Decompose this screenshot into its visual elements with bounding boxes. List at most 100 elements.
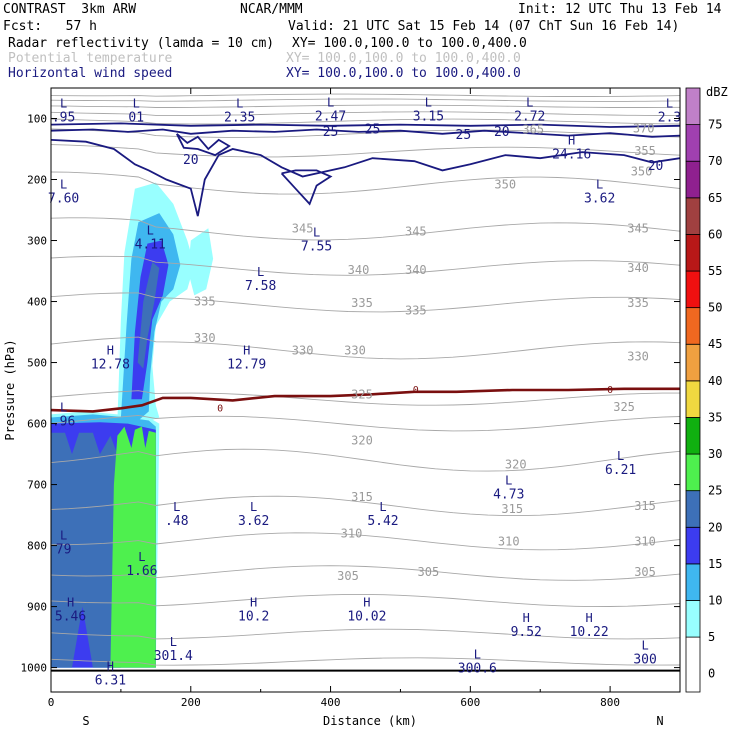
colorbar-swatch [685, 197, 701, 235]
theta-contour-label: 315 [501, 502, 523, 516]
colorbar-label: 25 [708, 484, 722, 498]
extremum-value: 2.47 [315, 109, 346, 124]
theta-contour-label: 340 [405, 263, 427, 277]
theta-contour [51, 628, 680, 640]
extremum-value: 6.21 [605, 463, 636, 478]
extremum-letter: H [67, 596, 74, 610]
theta-contour [51, 104, 680, 108]
field-xy-reflectivity: XY= 100.0,100.0 to 100.0,400.0 [292, 36, 527, 51]
theta-contour [51, 565, 680, 581]
colorbar-label: 60 [708, 227, 722, 241]
theta-contour-label: 315 [351, 490, 373, 504]
theta-contour-label: 325 [613, 400, 635, 414]
theta-contour [51, 390, 680, 406]
theta-contour-label: 330 [627, 349, 649, 363]
theta-contour-label: 340 [348, 263, 370, 277]
x-tick-label: 600 [460, 696, 480, 709]
extremum-value: 4.73 [493, 488, 524, 503]
theta-contour [51, 448, 680, 472]
extremum-letter: H [250, 596, 257, 610]
theta-contour-label: 315 [634, 499, 656, 513]
x-tick-label: 400 [321, 696, 341, 709]
extremum-letter: H [523, 611, 530, 625]
freezing-level-line [51, 387, 680, 413]
extremum-value: 12.79 [227, 358, 266, 373]
extremum-letter: H [107, 344, 114, 358]
extremum-letter: L [313, 225, 320, 239]
colorbar-swatch [685, 343, 701, 382]
freezing-level-label: 0 [607, 385, 613, 396]
theta-contour-label: 350 [631, 165, 653, 179]
extremum-value: 10.02 [347, 610, 386, 625]
theta-contour-label: 320 [351, 434, 373, 448]
theta-contour-label: 305 [337, 569, 359, 583]
colorbar-swatch [685, 124, 701, 162]
colorbar-swatch [685, 563, 701, 601]
x-tick-label: 200 [181, 696, 201, 709]
theta-contour-label: 355 [634, 144, 656, 158]
theta-contour [51, 255, 680, 276]
field-name-reflectivity: Radar reflectivity (lamda = 10 cm) [8, 36, 275, 51]
extremum-value: 6.31 [95, 674, 126, 689]
theta-contour [51, 111, 680, 116]
model-title: CONTRAST 3km ARW [3, 2, 137, 17]
extremum-value: 7.58 [245, 279, 276, 294]
extremum-letter: L [474, 647, 481, 661]
extremum-value: 79 [56, 542, 72, 557]
theta-contour-label: 345 [405, 224, 427, 238]
y-tick-label: 200 [27, 174, 47, 187]
reflectivity-region [110, 426, 156, 668]
freezing-level-label: 0 [217, 403, 223, 414]
colorbar-label: 0 [708, 667, 715, 681]
field-name-wind: Horizontal wind speed [8, 66, 173, 81]
forecast-hour: Fcst: 57 h [3, 19, 97, 34]
org-label: NCAR/MMM [240, 2, 303, 17]
extremum-letter: H [363, 596, 370, 610]
x-tick-label: 800 [600, 696, 620, 709]
colorbar-label: 65 [708, 191, 722, 205]
extremum-letter: L [60, 97, 67, 111]
field-name-theta: Potential temperature [8, 51, 173, 66]
wind-contour-label: 20 [183, 153, 199, 168]
wind-speed-contour [175, 133, 231, 157]
theta-contour-label: 310 [498, 534, 520, 548]
reflectivity-region [137, 261, 160, 369]
colorbar-label: 15 [708, 557, 722, 571]
extremum-letter: L [379, 500, 386, 514]
theta-contour-label: 345 [292, 221, 314, 235]
theta-contour-label: 335 [405, 304, 427, 318]
theta-contour [51, 336, 680, 360]
theta-contour-label: 325 [351, 387, 373, 401]
extremum-letter: L [133, 97, 140, 111]
x-end-label-north: N [656, 714, 663, 728]
extremum-value: .96 [52, 414, 75, 429]
theta-contour [51, 93, 680, 97]
extremum-letter: L [60, 528, 67, 542]
colorbar-swatch [685, 380, 701, 418]
y-tick-label: 400 [27, 296, 47, 309]
colorbar-swatch [685, 234, 701, 272]
extremum-value: 5.42 [367, 514, 398, 529]
extremum-value: 301.4 [154, 649, 193, 664]
extremum-letter: L [173, 500, 180, 514]
colorbar-swatch [685, 636, 701, 693]
extremum-letter: L [60, 178, 67, 192]
y-tick-label: 500 [27, 357, 47, 370]
theta-contour-label: 310 [341, 526, 363, 540]
colorbar-swatch [685, 417, 701, 455]
extremum-value: 7.55 [301, 239, 332, 254]
theta-contour [51, 657, 680, 666]
wind-contour-label: 25 [456, 128, 472, 143]
y-tick-label: 700 [27, 479, 47, 492]
theta-contour-label: 330 [344, 343, 366, 357]
theta-contour-label: 330 [292, 343, 314, 357]
extremum-letter: L [617, 449, 624, 463]
wind-speed-contour [51, 122, 680, 128]
reflectivity-region [188, 228, 214, 296]
extremum-value: .95 [52, 111, 75, 126]
extremum-value: 7.60 [48, 192, 79, 207]
extremum-letter: L [236, 97, 243, 111]
theta-contour-label: 330 [194, 331, 216, 345]
theta-contour [51, 144, 680, 158]
